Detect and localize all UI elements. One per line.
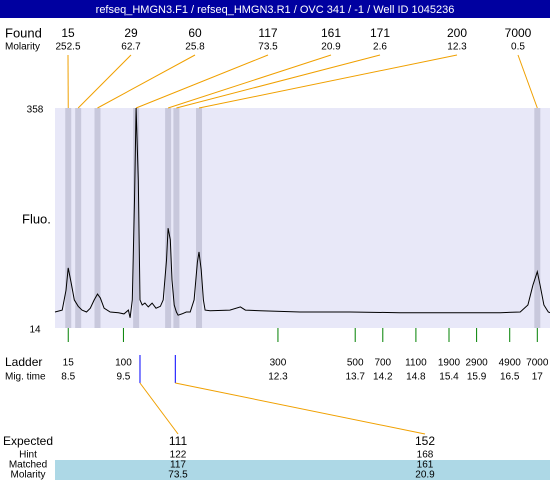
found-size: 60 bbox=[188, 26, 202, 40]
hint-size: 122 bbox=[170, 450, 187, 461]
matched-band bbox=[55, 460, 550, 480]
expected-size: 111 bbox=[169, 434, 188, 448]
expected-connector bbox=[139, 382, 179, 435]
found-molarity: 20.9 bbox=[321, 42, 341, 53]
hint-size: 168 bbox=[417, 450, 434, 461]
found-label: Found bbox=[5, 25, 42, 40]
matched-molarity: 20.9 bbox=[415, 470, 435, 480]
ladder-size: 100 bbox=[115, 358, 132, 369]
peak-band bbox=[133, 108, 140, 328]
peak-band bbox=[75, 108, 82, 328]
ladder-time: 17 bbox=[532, 372, 544, 383]
ladder-time: 8.5 bbox=[61, 372, 75, 383]
found-molarity: 12.3 bbox=[447, 42, 467, 53]
header-bar bbox=[0, 0, 550, 18]
ladder-size: 700 bbox=[374, 358, 391, 369]
found-connector bbox=[77, 54, 132, 109]
peak-band bbox=[165, 108, 172, 328]
found-molarity: 0.5 bbox=[511, 42, 525, 53]
ladder-time: 13.7 bbox=[345, 372, 365, 383]
ladder-time: 15.9 bbox=[467, 372, 487, 383]
ladder-size: 7000 bbox=[526, 358, 549, 369]
ladder-size: 15 bbox=[63, 358, 75, 369]
found-size: 7000 bbox=[505, 26, 532, 40]
found-size: 117 bbox=[258, 26, 277, 40]
found-connector bbox=[167, 54, 332, 109]
found-sublabel: Molarity bbox=[5, 42, 40, 53]
found-molarity: 73.5 bbox=[258, 42, 278, 53]
expected-connector bbox=[175, 382, 426, 435]
y-label: Fluo. bbox=[22, 211, 51, 226]
found-molarity: 25.8 bbox=[185, 42, 205, 53]
expected-size: 152 bbox=[415, 434, 435, 448]
found-molarity: 252.5 bbox=[55, 42, 80, 53]
molarity-label: Molarity bbox=[10, 470, 45, 480]
found-connector bbox=[517, 54, 538, 109]
y-tick-label: 14 bbox=[29, 325, 41, 336]
peak-band bbox=[196, 108, 203, 328]
matched-size: 161 bbox=[417, 460, 434, 471]
peak-band bbox=[65, 108, 72, 328]
header-title: refseq_HMGN3.F1 / refseq_HMGN3.R1 / OVC … bbox=[96, 4, 455, 16]
ladder-sublabel: Mig. time bbox=[5, 372, 46, 383]
ladder-time: 15.4 bbox=[439, 372, 459, 383]
found-size: 161 bbox=[321, 26, 341, 40]
ladder-time: 9.5 bbox=[116, 372, 130, 383]
found-size: 200 bbox=[447, 26, 467, 40]
expected-label: Expected bbox=[3, 434, 53, 448]
found-size: 171 bbox=[370, 26, 390, 40]
ladder-size: 2900 bbox=[465, 358, 488, 369]
plot-area bbox=[55, 108, 550, 328]
found-size: 29 bbox=[124, 26, 138, 40]
peak-band bbox=[534, 108, 541, 328]
found-connector bbox=[198, 54, 458, 109]
ladder-size: 1100 bbox=[405, 358, 427, 369]
found-molarity: 62.7 bbox=[121, 42, 141, 53]
found-connector bbox=[135, 54, 269, 109]
matched-label: Matched bbox=[9, 460, 47, 471]
y-tick-label: 358 bbox=[27, 105, 44, 116]
ladder-time: 12.3 bbox=[268, 372, 288, 383]
found-connector bbox=[176, 54, 381, 109]
peak-band bbox=[173, 108, 180, 328]
ladder-size: 300 bbox=[270, 358, 287, 369]
hint-label: Hint bbox=[19, 450, 37, 461]
matched-molarity: 73.5 bbox=[168, 470, 188, 480]
matched-size: 117 bbox=[170, 460, 186, 471]
peak-band bbox=[94, 108, 101, 328]
found-molarity: 2.6 bbox=[373, 42, 387, 53]
ladder-size: 4900 bbox=[499, 358, 522, 369]
ladder-time: 16.5 bbox=[500, 372, 520, 383]
ladder-size: 500 bbox=[347, 358, 364, 369]
ladder-time: 14.8 bbox=[406, 372, 426, 383]
found-connector bbox=[97, 54, 196, 109]
ladder-time: 14.2 bbox=[373, 372, 393, 383]
ladder-size: 1900 bbox=[438, 358, 461, 369]
found-size: 15 bbox=[61, 26, 75, 40]
trace bbox=[54, 107, 550, 318]
ladder-label: Ladder bbox=[5, 355, 42, 369]
